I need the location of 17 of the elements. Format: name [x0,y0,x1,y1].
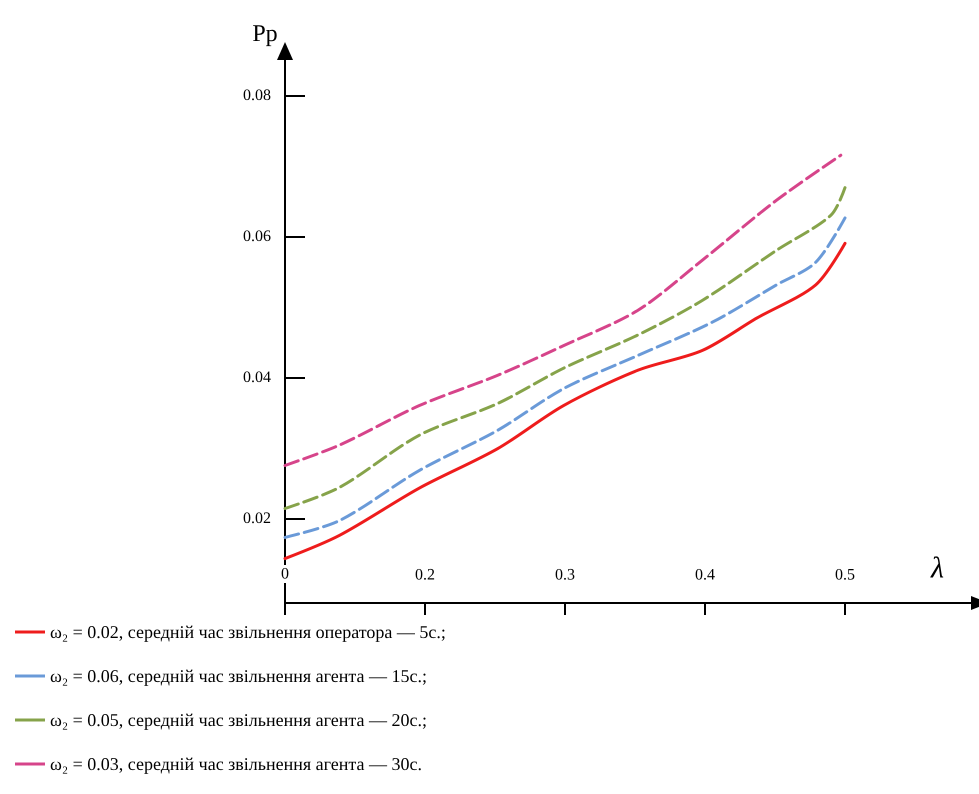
y-tick-label: 0.08 [243,86,271,104]
y-axis-title: Pp [252,21,278,47]
legend-label: ω₂ = 0.06, середній час звільнення агента — 15с.; [50,666,427,686]
x-tick-label: 0.3 [555,566,575,584]
legend-label: ω₂ = 0.03, середній час звільнення агента — 30с. [50,754,422,774]
x-tick-label: 0.4 [695,566,715,584]
y-tick-label: 0.06 [243,228,271,245]
legend-label: ω₂ = 0.02, середній час звільнення оператора — 5с.; [50,622,446,642]
y-tick-label: 0.04 [243,368,271,386]
x-tick-label: 0.2 [415,566,435,584]
x-axis-title: λ [930,552,944,584]
line-series [284,186,846,510]
x-tick-label: 0 [281,566,289,582]
y-tick-label: 0.02 [243,510,271,527]
legend-label: ω₂ = 0.05, середній час звільнення агента — 20с.; [50,710,427,730]
line-series [284,154,842,467]
x-tick-label: 0.5 [835,566,855,584]
